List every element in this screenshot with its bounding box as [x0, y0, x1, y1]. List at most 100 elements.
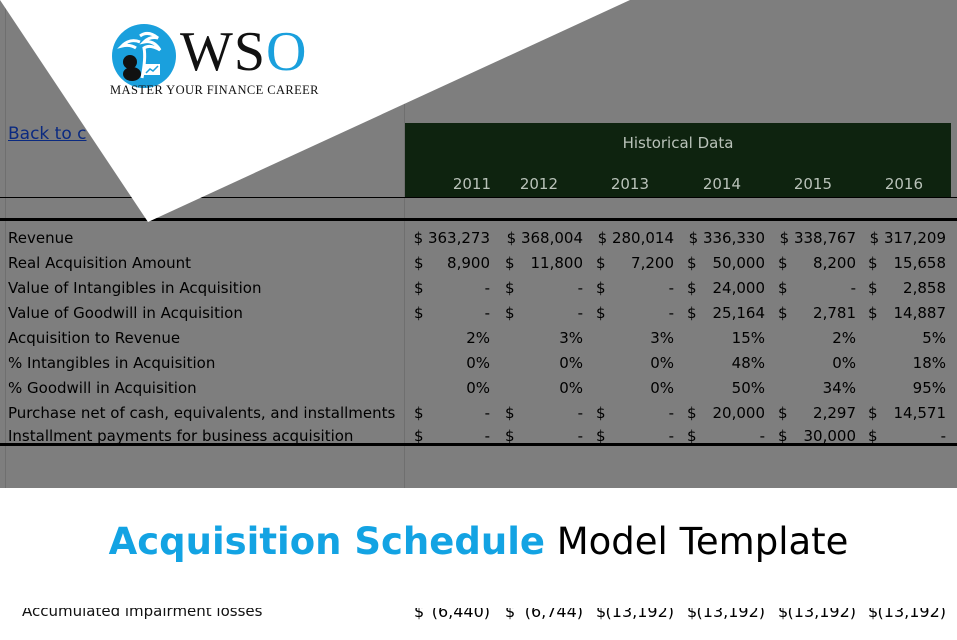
cell-value: (13,192) [605, 608, 674, 621]
table-cell: $ 336,330 [687, 229, 765, 249]
cell-value: 0% [466, 354, 490, 372]
currency-symbol: $ [414, 304, 424, 322]
table-cell: $ - [687, 427, 765, 447]
title-banner: Acquisition Schedule Model Template [0, 488, 957, 608]
banner-title: Acquisition Schedule Model Template [0, 520, 957, 563]
table-cell: $ - [505, 427, 583, 447]
table-cell: $24,000 [687, 279, 765, 299]
currency-symbol: $ [505, 304, 515, 322]
table-cell: $ (13,192) [596, 608, 674, 622]
cell-value: $ 363,273 [413, 229, 490, 247]
table-cell: 0% [414, 354, 490, 374]
table-cell: $8,200 [778, 254, 856, 274]
cell-value: - [577, 279, 583, 297]
row-label: Accumulated impairment losses [22, 608, 263, 620]
cell-value: 5% [922, 329, 946, 347]
table-row: Acquisition to Revenue 2% 3% 3% 15% 2% 5% [0, 326, 957, 350]
table-cell: $ 317,209 [868, 229, 946, 249]
table-cell: $2,781 [778, 304, 856, 324]
currency-symbol: $ [596, 427, 606, 445]
year-header: 2012 [519, 175, 558, 193]
table-cell: $ - [596, 279, 674, 299]
currency-symbol: $ [596, 304, 606, 322]
column-gridline [404, 0, 405, 640]
year-header: 2014 [702, 175, 741, 193]
table-top-rule [0, 218, 957, 221]
currency-symbol: $ [778, 304, 788, 322]
currency-symbol: $ [596, 608, 607, 621]
table-cell: $ - [414, 404, 490, 424]
currency-symbol: $ [505, 254, 515, 272]
table-cell: $20,000 [687, 404, 765, 424]
monkey-palm-emblem-icon [112, 24, 176, 88]
row-label: Revenue [8, 229, 74, 247]
currency-symbol: $ [778, 404, 788, 422]
cell-value: 48% [731, 354, 765, 372]
cell-value: (13,192) [696, 608, 765, 621]
table-row: Value of Goodwill in Acquisition $ - $ - $ - $2… [0, 301, 957, 325]
table-cell: 0% [596, 379, 674, 399]
table-cell: 5% [868, 329, 946, 349]
currency-symbol: $ [505, 608, 516, 621]
currency-symbol: $ [596, 279, 606, 297]
cell-value: $ 280,014 [597, 229, 674, 247]
cell-value: 0% [559, 354, 583, 372]
header-rule [0, 197, 957, 198]
currency-symbol: $ [687, 279, 697, 297]
table-cell: $ - [596, 404, 674, 424]
row-label: Installment payments for business acquis… [8, 427, 354, 445]
cell-value: 2,781 [813, 304, 856, 322]
year-header: 2011 [452, 175, 491, 193]
table-cell: 2% [778, 329, 856, 349]
table-cell: $ (13,192) [687, 608, 765, 622]
cell-value: - [484, 279, 490, 297]
cell-value: 25,164 [712, 304, 766, 322]
cell-value: 3% [650, 329, 674, 347]
table-cell: $ - [596, 304, 674, 324]
table-row: % Goodwill in Acquisition 0% 0% 0% 50% 34% 95% [0, 376, 957, 400]
cell-value: 7,200 [631, 254, 674, 272]
cell-value: - [668, 427, 674, 445]
historical-data-title: Historical Data [622, 134, 734, 152]
currency-symbol: $ [414, 608, 425, 621]
currency-symbol: $ [778, 254, 788, 272]
table-cell: $ (6,440) [414, 608, 490, 622]
wso-wordmark: WSO [180, 20, 307, 84]
currency-symbol: $ [687, 404, 697, 422]
table-cell: 2% [414, 329, 490, 349]
cell-value: 15,658 [893, 254, 947, 272]
table-cell: 0% [596, 354, 674, 374]
table-cell: $ - [505, 304, 583, 324]
wso-logo: WSO MASTER YOUR FINANCE CAREER [110, 20, 350, 102]
year-header: 2013 [610, 175, 649, 193]
banner-title-highlight: Acquisition Schedule [108, 520, 545, 563]
table-cell: $ - [778, 279, 856, 299]
cell-value: 18% [912, 354, 946, 372]
table-cell: $15,658 [868, 254, 946, 274]
table-cell: $30,000 [778, 427, 856, 447]
currency-symbol: $ [868, 404, 878, 422]
currency-symbol: $ [868, 304, 878, 322]
currency-symbol: $ [868, 608, 879, 621]
cell-value: 3% [559, 329, 583, 347]
table-cell: $11,800 [505, 254, 583, 274]
wordmark-o: O [266, 21, 308, 83]
table-cell: $ - [868, 427, 946, 447]
currency-symbol: $ [505, 427, 515, 445]
currency-symbol: $ [778, 608, 789, 621]
row-label: % Goodwill in Acquisition [8, 379, 197, 397]
currency-symbol: $ [414, 279, 424, 297]
cell-value: 2,297 [813, 404, 856, 422]
column-gridline [5, 0, 6, 640]
table-cell: $7,200 [596, 254, 674, 274]
cell-value: 0% [466, 379, 490, 397]
table-row: Installment payments for business acquis… [0, 424, 957, 448]
cell-value: - [577, 427, 583, 445]
back-link[interactable]: Back to c [8, 124, 87, 144]
cell-value: - [850, 279, 856, 297]
cell-value: $ 317,209 [869, 229, 946, 247]
cell-value: - [577, 404, 583, 422]
table-cell: 50% [687, 379, 765, 399]
currency-symbol: $ [778, 427, 788, 445]
cell-value: 15% [731, 329, 765, 347]
